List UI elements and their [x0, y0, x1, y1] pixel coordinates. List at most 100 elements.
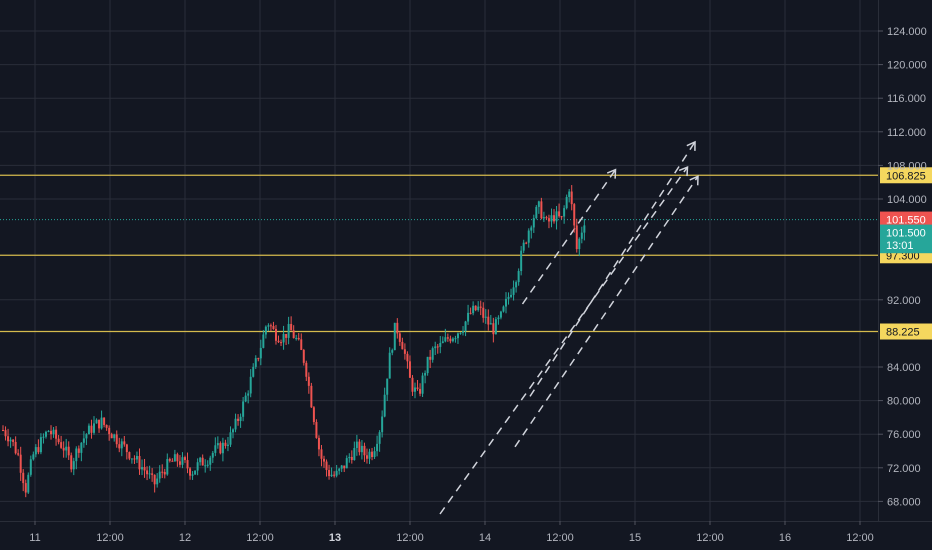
candle-down	[325, 461, 328, 470]
candle-up	[517, 271, 520, 283]
price-badge-label: 13:01	[886, 240, 914, 252]
candle-down	[90, 425, 93, 433]
candle-down	[108, 427, 111, 435]
candle-up	[578, 238, 581, 250]
trend-channels[interactable]	[439, 140, 699, 515]
candle-up	[199, 457, 202, 463]
level-badge-label: 88.225	[886, 327, 920, 339]
price-tick-label: 108.000	[887, 160, 927, 172]
candle-down	[189, 468, 192, 476]
candle-down	[50, 430, 53, 435]
candle-up	[338, 468, 341, 471]
candle-up	[494, 319, 497, 335]
grid-lines	[0, 0, 878, 521]
candle-up	[489, 323, 492, 325]
candle-up	[287, 323, 290, 338]
candle-up	[550, 215, 553, 222]
candle-down	[323, 458, 326, 462]
candle-down	[4, 430, 7, 437]
candle-down	[123, 441, 126, 445]
candle-up	[229, 432, 232, 445]
candle-down	[272, 326, 275, 329]
candle-up	[34, 447, 37, 455]
price-tick-label: 112.000	[887, 127, 926, 139]
candle-up	[282, 333, 285, 343]
candle-up	[242, 401, 245, 417]
candle-down	[280, 342, 283, 344]
candle-down	[285, 333, 288, 338]
candle-down	[401, 341, 404, 350]
candle-up	[216, 443, 219, 446]
candle-up	[431, 348, 434, 360]
candle-up	[226, 444, 229, 446]
candle-down	[411, 377, 414, 392]
candle-up	[120, 441, 123, 449]
candle-down	[146, 470, 149, 475]
candle-down	[312, 407, 315, 423]
candle-down	[482, 307, 485, 318]
candle-up	[87, 425, 90, 435]
candle-up	[295, 337, 298, 339]
candle-up	[502, 306, 505, 312]
candle-up	[555, 211, 558, 222]
candle-down	[343, 465, 346, 469]
candle-down	[560, 216, 563, 218]
price-badge-label: 101.550	[886, 215, 926, 227]
candle-up	[32, 454, 35, 460]
candle-down	[406, 353, 409, 362]
candle-down	[77, 448, 80, 453]
candle-down	[333, 474, 336, 476]
candle-up	[173, 454, 176, 462]
candle-up	[75, 448, 78, 462]
price-tick-label: 116.000	[887, 93, 926, 105]
candle-down	[371, 451, 374, 458]
horizontal-levels[interactable]: 106.825 97.300 88.225	[0, 167, 932, 340]
candle-down	[446, 337, 449, 339]
trend-channel-line[interactable]	[439, 166, 689, 515]
price-axis[interactable]: 124.000 120.000 116.000 112.000 108.000 104.0…	[878, 0, 927, 521]
time-tick-label: 12	[179, 532, 191, 544]
candle-up	[444, 337, 447, 342]
candle-down	[297, 337, 300, 340]
level-badge	[880, 323, 932, 340]
trend-channel-line[interactable]	[529, 141, 696, 397]
candle-down	[133, 458, 136, 460]
candle-up	[522, 242, 525, 251]
candle-up	[100, 417, 103, 429]
candle-down	[103, 417, 106, 425]
candle-down	[55, 429, 58, 439]
candle-down	[487, 316, 490, 325]
candle-down	[358, 441, 361, 453]
trend-arrowhead	[678, 165, 689, 177]
candle-up	[204, 465, 207, 467]
candle-up	[262, 334, 265, 348]
candle-down	[7, 436, 10, 442]
candle-down	[168, 459, 171, 461]
candle-down	[469, 312, 472, 314]
candle-down	[429, 356, 432, 360]
candle-up	[113, 434, 116, 439]
time-axis[interactable]: 11 12:00 12 12:00 13 12:00 14 12:00 15 12:00 16 12:…	[0, 521, 932, 544]
candle-up	[426, 356, 429, 374]
candle-down	[575, 225, 578, 250]
candle-up	[537, 201, 540, 207]
candle-up	[39, 437, 42, 453]
candle-up	[439, 342, 442, 347]
candle-up	[191, 474, 194, 476]
time-tick-label: 11	[29, 532, 40, 544]
candle-down	[302, 349, 305, 363]
candle-down	[161, 471, 164, 473]
candle-down	[416, 387, 419, 389]
candle-down	[573, 204, 576, 226]
trend-channel-line[interactable]	[514, 175, 699, 448]
candle-up	[568, 191, 571, 198]
candle-up	[330, 474, 333, 477]
candle-up	[209, 457, 212, 465]
candle-up	[532, 218, 535, 228]
candle-up	[340, 465, 343, 469]
candle-up	[434, 346, 437, 349]
candle-up	[535, 206, 538, 219]
candle-down	[60, 442, 63, 448]
